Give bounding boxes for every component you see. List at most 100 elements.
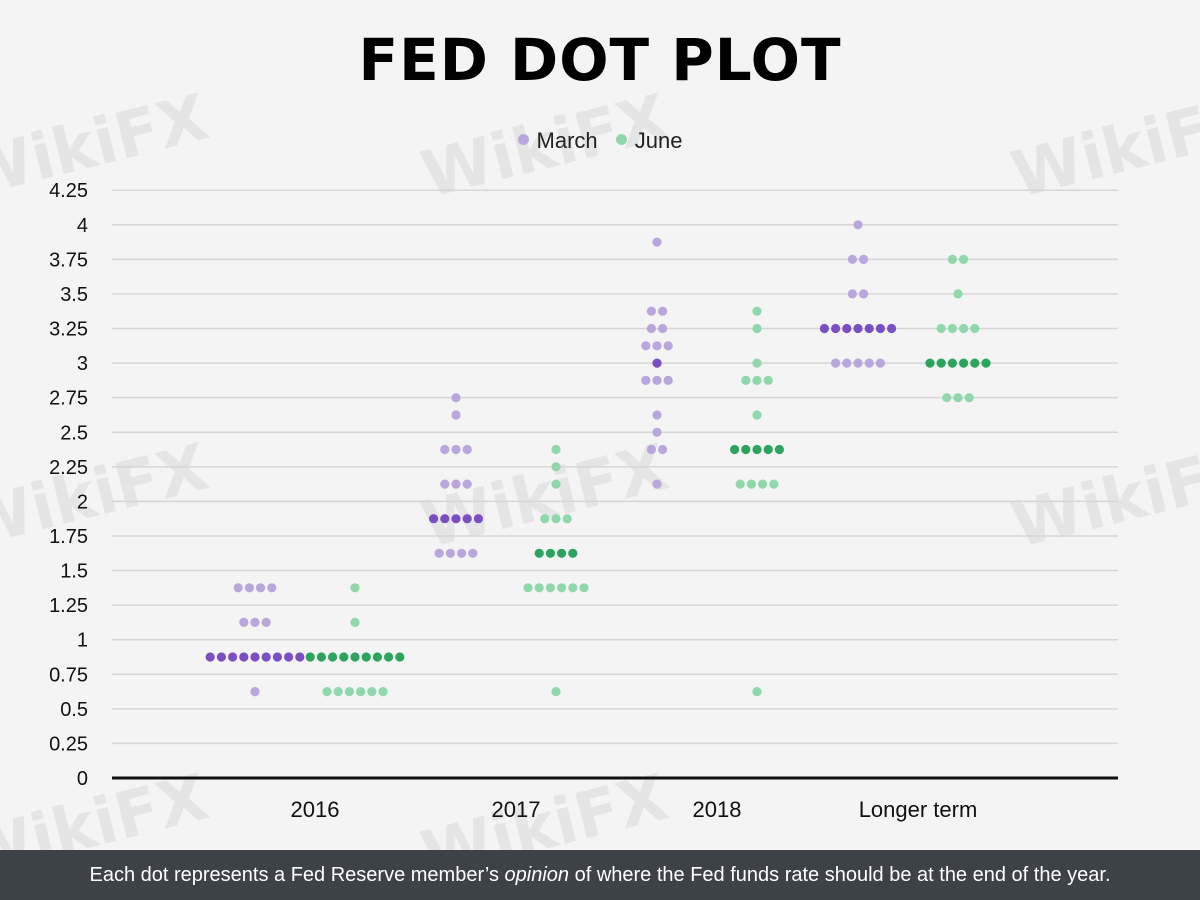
median-dot xyxy=(959,358,969,368)
median-dot xyxy=(451,514,461,524)
data-dot xyxy=(658,306,668,316)
median-dot xyxy=(875,323,886,334)
data-dot xyxy=(344,687,354,697)
data-dot xyxy=(239,617,249,628)
median-dot xyxy=(557,548,567,558)
data-dot xyxy=(752,410,762,420)
median-dot xyxy=(887,323,897,334)
data-dot xyxy=(970,323,980,334)
data-dot xyxy=(523,583,533,593)
y-tick-label: 1.75 xyxy=(49,526,88,548)
median-dot xyxy=(350,652,360,662)
y-tick-label: 4 xyxy=(77,215,88,237)
data-dot xyxy=(350,583,360,593)
data-dot xyxy=(652,479,662,489)
data-dot xyxy=(350,617,360,628)
data-dot xyxy=(333,687,343,697)
data-dot xyxy=(652,341,662,351)
median-dot xyxy=(970,358,980,368)
median-dot xyxy=(853,323,863,334)
median-dot xyxy=(284,652,294,662)
data-dot xyxy=(847,289,858,299)
median-dot xyxy=(384,652,394,662)
median-dot xyxy=(216,652,226,662)
data-dot xyxy=(752,375,762,385)
y-tick-label: 3.5 xyxy=(60,284,88,306)
data-dot xyxy=(652,410,662,420)
data-dot xyxy=(947,254,958,264)
data-dot xyxy=(256,583,266,593)
data-dot xyxy=(551,514,561,524)
data-dot xyxy=(752,306,762,316)
y-tick-label: 2.75 xyxy=(49,388,88,410)
y-tick-label: 1 xyxy=(77,630,88,652)
footer-text-after: of where the Fed funds rate should be at… xyxy=(574,863,1111,886)
data-dot xyxy=(233,583,243,593)
data-dot xyxy=(741,375,751,385)
y-tick-label: 0.5 xyxy=(60,699,88,721)
data-dot xyxy=(562,514,572,524)
data-dot xyxy=(735,479,745,489)
data-dot xyxy=(551,479,561,489)
data-dot xyxy=(261,617,271,628)
x-tick-label: 2018 xyxy=(693,797,742,822)
median-dot xyxy=(239,652,249,662)
median-dot xyxy=(947,358,958,368)
chart-legend: March June xyxy=(0,128,1200,154)
data-dot xyxy=(769,479,779,489)
data-dot xyxy=(652,427,662,437)
data-dot xyxy=(244,583,254,593)
x-tick-label: 2017 xyxy=(492,797,541,822)
data-dot xyxy=(534,583,544,593)
data-dot xyxy=(440,444,450,455)
data-dot xyxy=(752,358,762,368)
data-dot xyxy=(356,687,366,697)
x-tick-label: Longer term xyxy=(859,797,978,822)
data-dot xyxy=(557,583,567,593)
median-dot xyxy=(534,548,544,558)
median-dot xyxy=(339,652,349,662)
data-dot xyxy=(658,444,668,455)
data-dot xyxy=(942,393,952,403)
median-dot xyxy=(462,514,472,524)
data-dot xyxy=(936,323,946,334)
data-dot xyxy=(652,375,662,385)
median-dot xyxy=(741,444,751,455)
data-dot xyxy=(652,237,662,247)
legend-item-march: March xyxy=(517,128,598,154)
median-dot xyxy=(819,323,830,334)
legend-item-june: June xyxy=(615,128,682,154)
footer-text-before: Each dot represents a Fed Reserve member… xyxy=(89,863,499,886)
data-dot xyxy=(959,323,969,334)
data-dot xyxy=(551,687,561,697)
data-dot xyxy=(746,479,757,489)
y-tick-label: 2 xyxy=(77,491,88,513)
data-dot xyxy=(468,548,478,558)
median-dot xyxy=(328,652,338,662)
median-dot xyxy=(429,514,439,524)
data-dot xyxy=(864,358,874,368)
x-tick-label: 2016 xyxy=(291,797,340,822)
median-dot xyxy=(936,358,946,368)
median-dot xyxy=(440,514,450,524)
data-dot xyxy=(641,341,651,351)
median-dot xyxy=(372,652,382,662)
y-tick-label: 0 xyxy=(77,768,88,790)
data-dot xyxy=(568,583,578,593)
median-dot xyxy=(763,444,773,455)
data-dot xyxy=(434,548,444,558)
data-dot xyxy=(451,479,461,489)
data-dot xyxy=(250,617,260,628)
y-tick-label: 2.5 xyxy=(60,422,88,444)
y-tick-label: 4.25 xyxy=(49,180,88,202)
data-dot xyxy=(462,444,472,455)
median-dot xyxy=(295,652,305,662)
data-dot xyxy=(947,323,958,334)
data-dot xyxy=(579,583,589,593)
y-tick-label: 1.25 xyxy=(49,595,88,617)
median-dot xyxy=(250,652,260,662)
median-dot xyxy=(568,548,578,558)
median-dot xyxy=(395,652,405,662)
legend-swatch-march xyxy=(517,133,529,145)
median-dot xyxy=(205,652,215,662)
